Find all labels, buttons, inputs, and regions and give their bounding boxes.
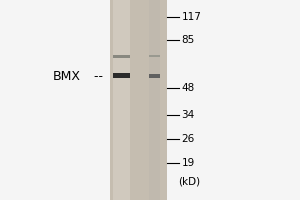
Text: 26: 26 [182, 134, 195, 144]
Bar [110, 0, 166, 200]
Bar [113, 73, 130, 78]
Text: 19: 19 [182, 158, 195, 168]
Bar [113, 0, 130, 200]
Bar [149, 0, 160, 200]
Text: BMX: BMX [53, 70, 81, 82]
Text: 85: 85 [182, 35, 195, 45]
Bar [149, 74, 160, 78]
Text: 34: 34 [182, 110, 195, 120]
Text: 117: 117 [182, 12, 201, 22]
Bar [113, 54, 130, 58]
Text: 48: 48 [182, 83, 195, 93]
Text: (kD): (kD) [178, 177, 201, 187]
Text: --: -- [94, 70, 107, 82]
Bar [149, 55, 160, 57]
